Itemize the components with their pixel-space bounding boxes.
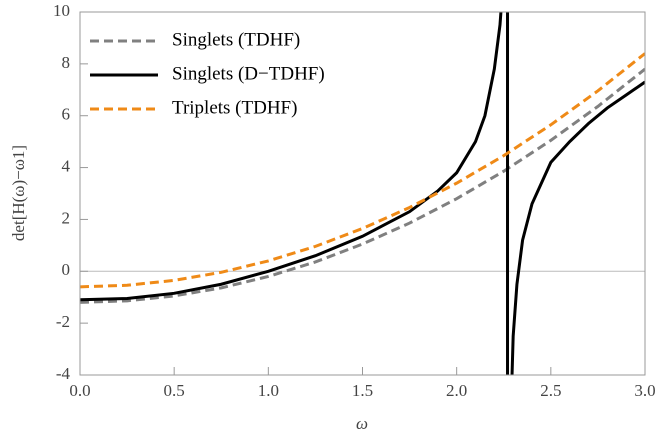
- y-tick-label: 6: [62, 105, 71, 124]
- ticks-layer: 0.0 0.5 1.0 1.5 2.0 2.5 3.0 -4 -2 0 2 4 6 8 10: [53, 1, 656, 400]
- series-line: [80, 67, 645, 304]
- series-line: [80, 12, 645, 375]
- x-tick-label: 0.5: [164, 381, 185, 400]
- y-tick-label: 2: [62, 208, 71, 227]
- y-tick-label: -2: [56, 312, 70, 331]
- x-tick-label: 3.0: [634, 381, 655, 400]
- series-line: [80, 52, 645, 289]
- y-axis-label: det[H(ω)−ω1]: [9, 145, 28, 241]
- frame: [79, 11, 646, 376]
- y-tick-label: -4: [56, 364, 71, 383]
- legend: Singlets (TDHF) Singlets (D−TDHF) Triplets…: [90, 29, 325, 118]
- y-tick-label: 0: [62, 260, 71, 279]
- legend-label: Singlets (D−TDHF): [172, 63, 325, 84]
- lines-layer: [80, 12, 645, 375]
- y-tick-label: 10: [53, 1, 70, 20]
- y-tick-label: 8: [62, 53, 71, 72]
- legend-label: Triplets (TDHF): [172, 97, 297, 118]
- legend-label: Singlets (TDHF): [172, 29, 300, 50]
- x-tick-label: 0.0: [69, 381, 90, 400]
- y-tick-label: 4: [62, 156, 71, 175]
- x-tick-label: 2.5: [540, 381, 561, 400]
- x-tick-label: 2.0: [446, 381, 467, 400]
- x-tick-label: 1.0: [258, 381, 279, 400]
- x-tick-label: 1.5: [352, 381, 373, 400]
- x-axis-label: ω: [356, 414, 368, 433]
